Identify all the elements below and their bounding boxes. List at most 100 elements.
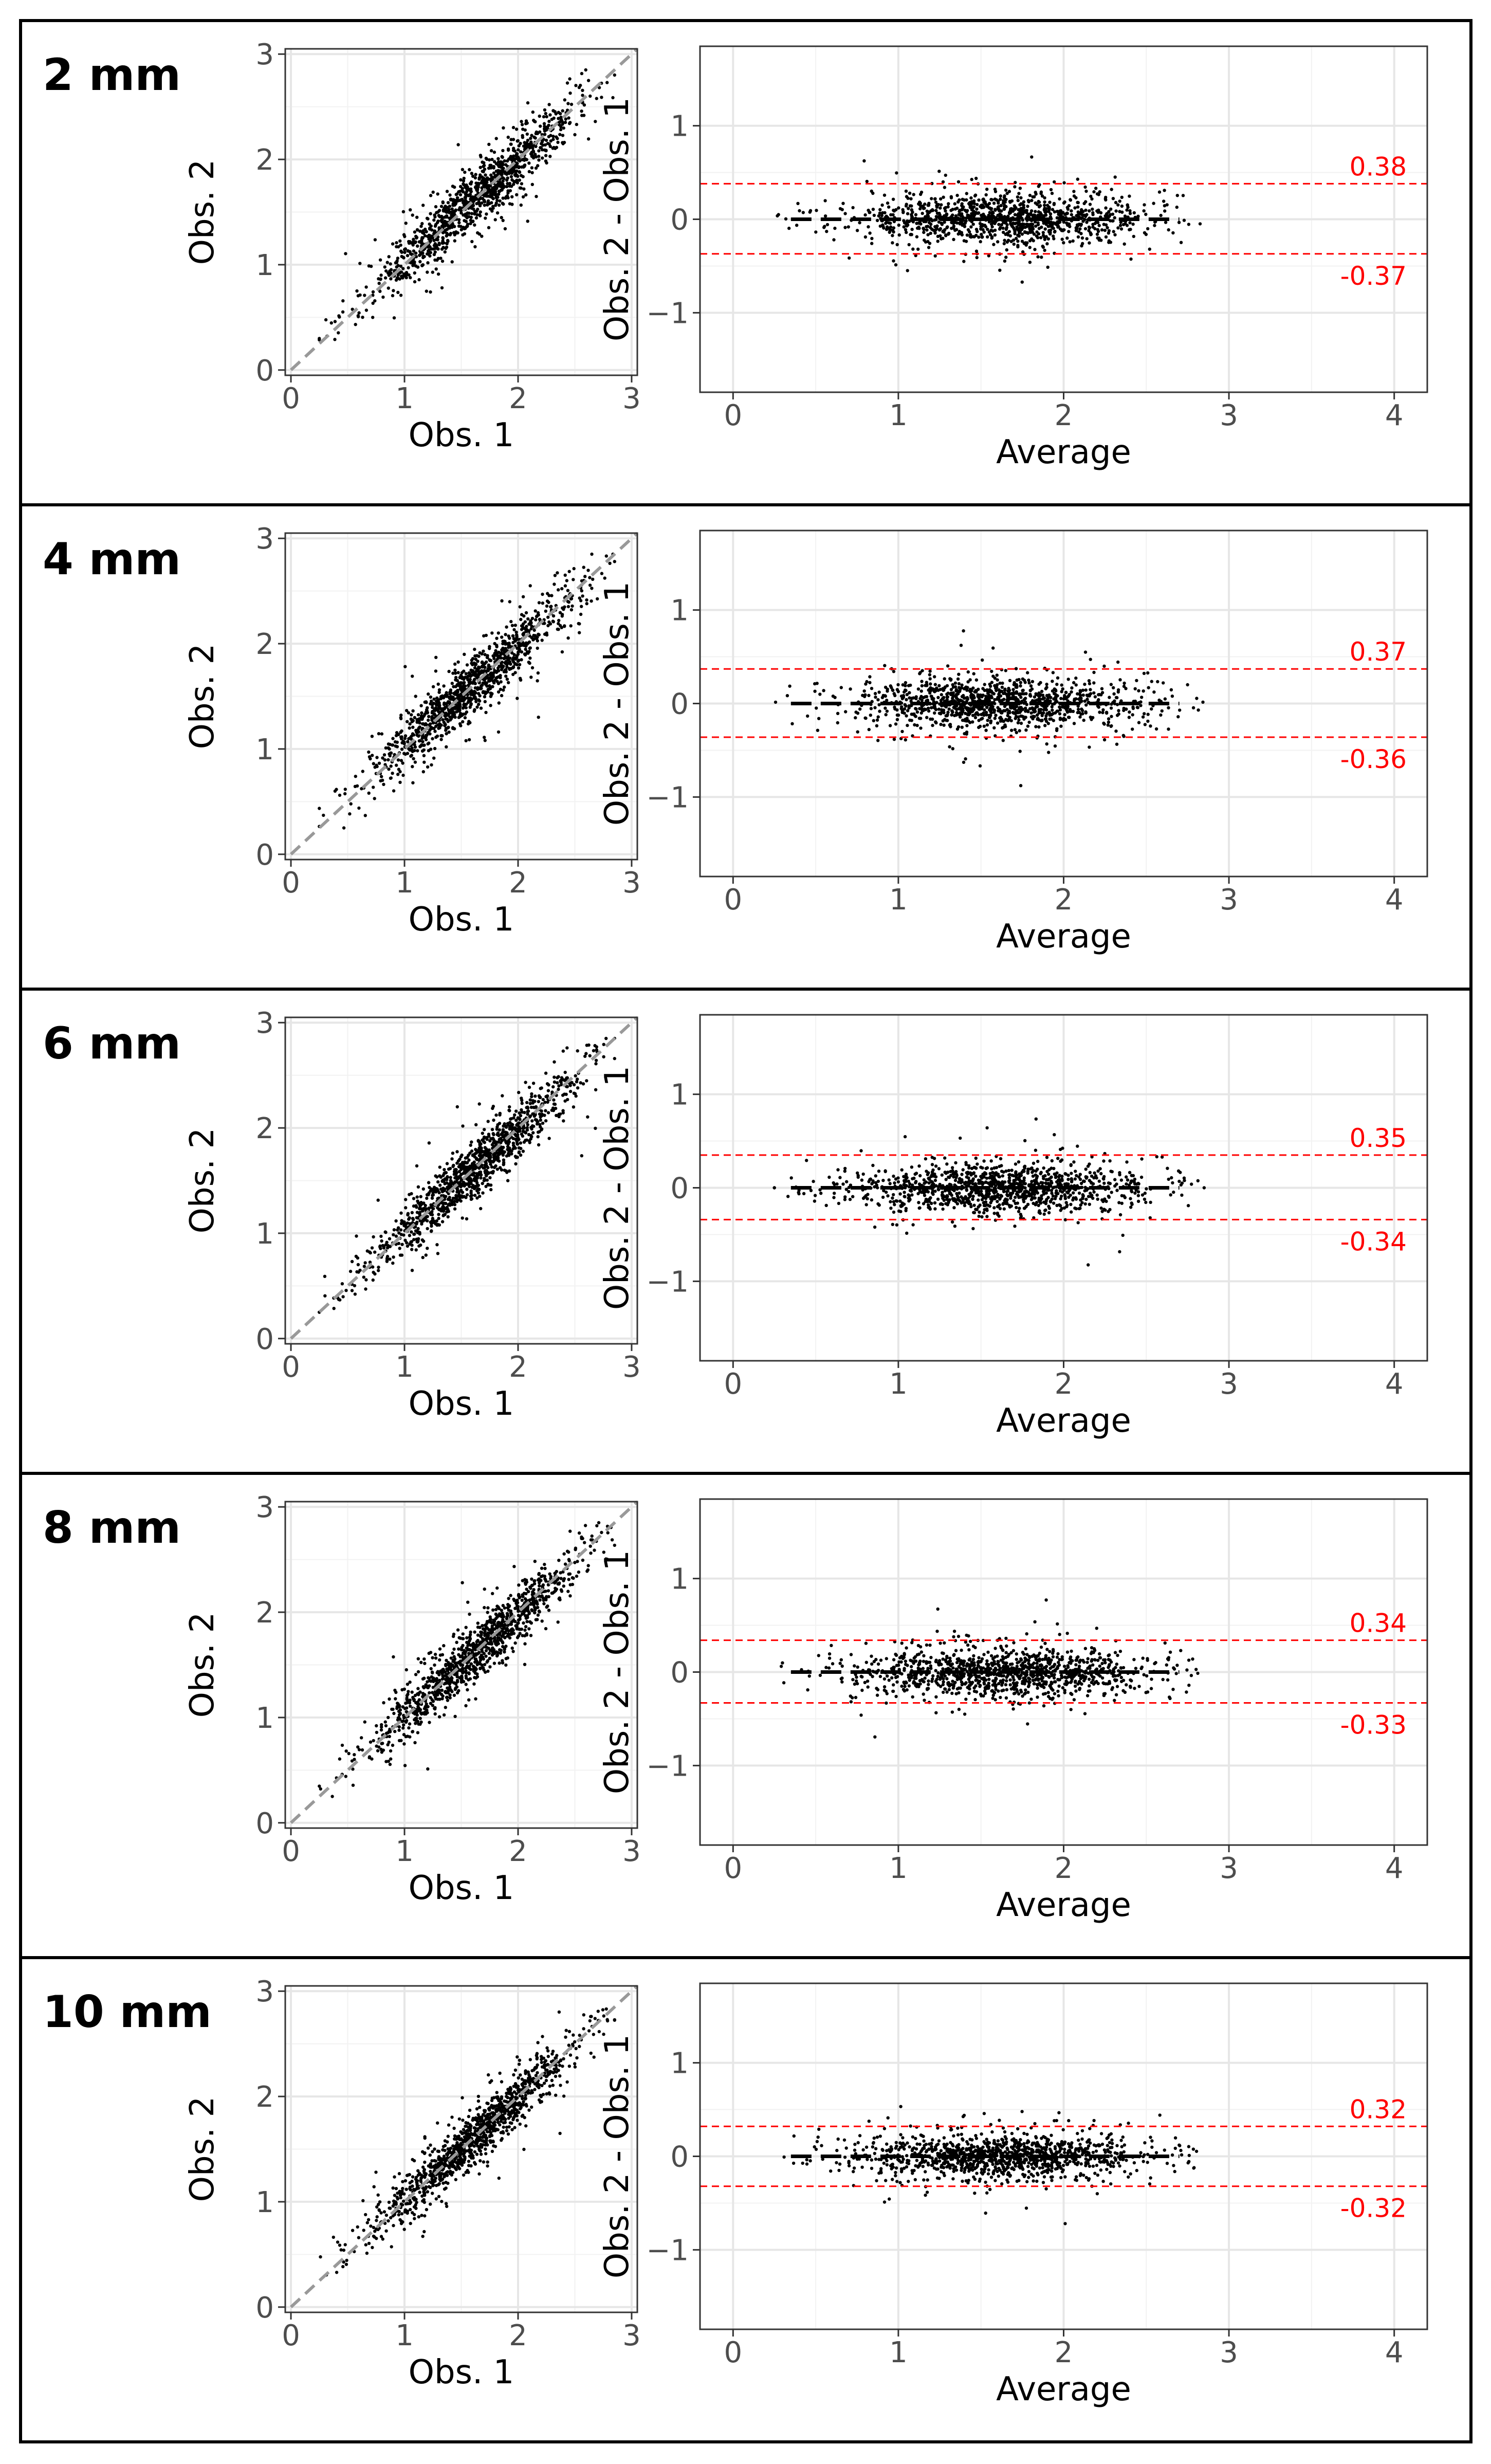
bland-altman-point (1112, 686, 1115, 690)
scatter-point (363, 1261, 367, 1265)
bland-altman-point (888, 230, 892, 234)
scatter-point (432, 244, 436, 247)
scatter-point (457, 681, 461, 685)
scatter-point (420, 749, 425, 753)
scatter-point (465, 187, 469, 191)
scatter-point (585, 602, 588, 606)
bland-altman-point (956, 677, 960, 681)
bland-altman-point (1033, 195, 1036, 198)
scatter-point (470, 697, 474, 701)
bland-altman-point (1070, 690, 1073, 694)
scatter-point (531, 149, 535, 153)
scatter-point (501, 155, 504, 159)
bland-altman-point (976, 693, 980, 697)
scatter-point (471, 220, 475, 223)
bland-altman-point (894, 722, 898, 726)
bland-altman-point (960, 683, 964, 687)
scatter-point (458, 208, 462, 212)
bland-altman-point (951, 747, 955, 751)
bland-altman-point (1128, 221, 1132, 225)
scatter-point (487, 158, 491, 162)
scatter-point (503, 159, 506, 163)
bland-altman-point (1170, 695, 1174, 698)
bland-altman-point (943, 207, 947, 210)
bland-altman-point (1052, 719, 1055, 722)
scatter-point (524, 647, 527, 651)
bland-altman-point (1109, 241, 1113, 244)
scatter-point (521, 127, 525, 131)
bland-altman-point (965, 696, 969, 700)
bland-altman-point (886, 201, 890, 205)
scatter-point (473, 647, 476, 651)
scatter-point (491, 206, 495, 210)
bland-altman-point (938, 206, 942, 210)
scatter-point (473, 697, 477, 701)
bland-altman-point (970, 177, 973, 181)
bland-altman-point (876, 698, 880, 702)
bland-altman-point (980, 695, 984, 699)
bland-altman-point (927, 709, 931, 713)
scatter-point (391, 242, 395, 246)
bland-altman-point (922, 230, 926, 234)
bland-altman-point (904, 738, 908, 742)
bland-altman-point (1053, 702, 1056, 706)
bland-altman-point (1028, 246, 1032, 249)
scatter-point (462, 201, 465, 205)
bland-altman-point (998, 268, 1002, 272)
scatter-point (541, 601, 545, 605)
scatter-point (417, 278, 421, 282)
bland-altman-x-tick-label: 2 (1055, 883, 1073, 917)
scatter-point (501, 186, 504, 189)
scatter-point (401, 761, 404, 765)
bland-altman-point (841, 202, 845, 205)
bland-altman-point (911, 247, 915, 251)
scatter-point (505, 185, 509, 189)
bland-altman-point (1088, 694, 1091, 698)
bland-altman-point (875, 218, 879, 223)
bland-altman-point (925, 695, 929, 699)
scatter-point (546, 1111, 550, 1115)
bland-altman-point (1036, 717, 1040, 720)
scatter-point (440, 259, 445, 263)
bland-altman-point (989, 694, 993, 698)
bland-altman-point (969, 225, 973, 229)
bland-altman-point (1081, 688, 1085, 692)
bland-altman-point (993, 717, 997, 720)
scatter-point (584, 68, 587, 72)
bland-altman-point (865, 179, 869, 184)
bland-altman-point (878, 709, 881, 713)
scatter-point (443, 1168, 446, 1172)
bland-altman-point (959, 644, 963, 647)
bland-altman-point (968, 721, 972, 724)
bland-altman-point (930, 219, 934, 223)
bland-altman-point (1048, 695, 1052, 699)
scatter-point (469, 222, 472, 226)
bland-altman-point (893, 705, 896, 709)
bland-altman-point (971, 211, 975, 215)
scatter-point (523, 158, 526, 162)
bland-altman-point (1140, 696, 1144, 699)
scatter-point (451, 198, 455, 203)
bland-altman-point (825, 223, 830, 227)
bland-altman-point (946, 710, 950, 714)
scatter-point (466, 211, 469, 215)
scatter-point (398, 277, 401, 281)
bland-altman-point (1017, 192, 1021, 195)
scatter-point (523, 163, 527, 167)
bland-altman-point (933, 702, 936, 706)
bland-altman-point (1021, 226, 1025, 230)
scatter-point (590, 552, 594, 556)
bland-altman-point (1043, 227, 1047, 231)
scatter-point (462, 176, 466, 180)
scatter-point (434, 702, 438, 706)
scatter-point (426, 711, 429, 715)
bland-altman-point (1032, 710, 1036, 714)
bland-altman-point (1051, 689, 1055, 693)
bland-altman-point (975, 207, 979, 211)
scatter-point (557, 618, 561, 623)
scatter-point (567, 122, 572, 125)
panel-label: 2 mm (43, 49, 181, 101)
bland-altman-point (883, 664, 887, 667)
bland-altman-point (941, 180, 945, 184)
bland-altman-point (1008, 679, 1012, 683)
